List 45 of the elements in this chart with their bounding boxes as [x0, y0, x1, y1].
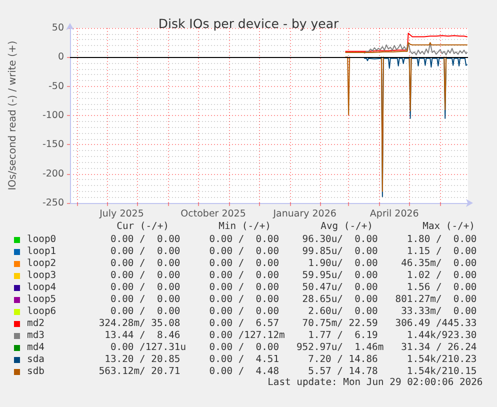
legend-label: sdb [27, 366, 44, 378]
y-tick-label: 0 [58, 52, 64, 63]
line-series [364, 42, 468, 56]
text: 0.00 / 0.00 0.00 / 0.00 59.95u/ 0.00 1.02 / 0.00 [110, 270, 477, 282]
legend-label: md2 [27, 318, 44, 330]
text: 324.28m/ 35.08 0.00 / 6.57 70.75m/ 22.59 306.49 /445.33 [98, 318, 477, 330]
text: Min (-/+) [218, 220, 271, 233]
x-tick-label: April 2026 [370, 208, 419, 220]
text: 0.00 / 0.00 0.00 / 0.00 1.90u/ 0.00 46.35m/ 0.00 [110, 258, 477, 270]
legend-label: loop0 [27, 234, 56, 246]
text: 13.20 / 20.85 0.00 / 4.51 7.20 / 14.86 1.54k/210.23 [104, 354, 477, 366]
y-tick-label: -50 [48, 80, 64, 92]
x-tick-label: January 2026 [272, 208, 336, 220]
text: Last update: Mon Jun 29 02:00:06 2026 [268, 377, 483, 389]
y-axis-title: IOs/second read (-) / write (+) [8, 40, 18, 190]
legend-label: md4 [27, 342, 44, 354]
legend-label: loop1 [27, 246, 56, 258]
y-tick-label: -250 [42, 198, 64, 208]
y-tick-label: -200 [42, 168, 64, 180]
text: Max (-/+) [422, 220, 475, 233]
legend-label: sda [27, 354, 44, 366]
text: 13.44 / 8.46 0.00 /127.12m 1.77 / 6.19 1.44k/923.30 [104, 330, 477, 342]
legend-label: loop4 [27, 282, 56, 294]
legend-label: loop5 [27, 294, 56, 306]
chart-title: Disk IOs per device - by year [158, 16, 340, 31]
text: 563.12m/ 20.71 0.00 / 4.48 5.57 / 14.78 1.54k/210.15 [98, 366, 477, 378]
text: 0.00 /127.31u 0.00 / 0.00 952.97u/ 1.46m 31.34 / 26.24 [110, 342, 477, 354]
legend-label: loop3 [27, 270, 56, 282]
text: 0.00 / 0.00 0.00 / 0.00 28.65u/ 0.00 801.27m/ 0.00 [110, 294, 477, 306]
text: 0.00 / 0.00 0.00 / 0.00 2.60u/ 0.00 33.33m/ 0.00 [110, 306, 477, 318]
x-tick-label: July 2025 [98, 208, 144, 220]
y-tick-label: -100 [42, 110, 64, 121]
text: Cur (-/+) [116, 220, 169, 233]
text: 0.00 / 0.00 0.00 / 0.00 96.30u/ 0.00 1.80 / 0.00 [110, 234, 477, 246]
legend-label: loop2 [27, 258, 56, 270]
text: Avg (-/+) [320, 220, 373, 233]
text: 0.00 / 0.00 0.00 / 0.00 99.85u/ 0.00 1.15 / 0.00 [110, 246, 477, 258]
legend-label: loop6 [27, 306, 56, 318]
y-tick-label: 50 [52, 22, 64, 34]
y-tick-label: -150 [42, 139, 64, 150]
line-series [345, 42, 468, 53]
legend-label: md3 [27, 330, 44, 342]
line-series [345, 32, 468, 52]
x-tick-label: October 2025 [180, 208, 246, 220]
text: 0.00 / 0.00 0.00 / 0.00 50.47u/ 0.00 1.56 / 0.00 [110, 282, 477, 294]
